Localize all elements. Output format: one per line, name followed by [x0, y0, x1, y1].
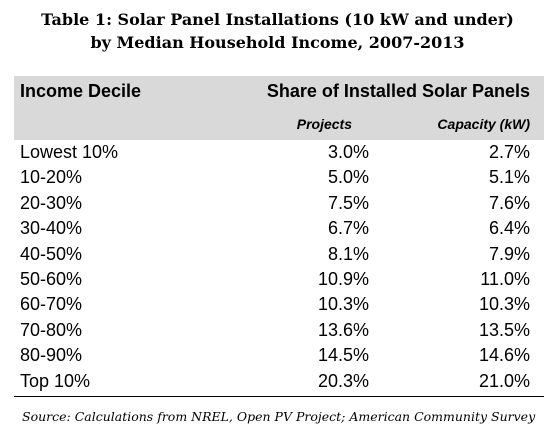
cell-income-decile: 60-70%	[20, 294, 83, 315]
table-row: 50-60% 10.9% 11.0%	[14, 267, 544, 292]
column-header-capacity: Capacity (kW)	[437, 116, 530, 132]
table-row: 10-20% 5.0% 5.1%	[14, 165, 544, 190]
cell-capacity: 14.6%	[478, 345, 530, 366]
table-bottom-rule	[14, 396, 544, 397]
cell-capacity: 21.0%	[478, 370, 530, 391]
cell-projects: 6.7%	[327, 218, 369, 239]
cell-projects: 5.0%	[327, 167, 369, 188]
cell-income-decile: 40-50%	[20, 243, 83, 264]
table-row: 20-30% 7.5% 7.6%	[14, 191, 544, 216]
cell-capacity: 11.0%	[480, 268, 530, 289]
table-title-line-2: by Median Household Income, 2007-2013	[90, 33, 465, 52]
cell-income-decile: 10-20%	[20, 167, 83, 188]
source-note: Source: Calculations from NREL, Open PV …	[22, 409, 536, 424]
column-header-projects: Projects	[296, 116, 352, 132]
cell-income-decile: 80-90%	[20, 345, 83, 366]
table-row: 80-90% 14.5% 14.6%	[14, 343, 544, 368]
cell-income-decile: 70-80%	[20, 319, 83, 340]
cell-income-decile: 30-40%	[20, 218, 83, 239]
cell-projects: 13.6%	[317, 319, 369, 340]
cell-capacity: 7.9%	[488, 243, 530, 264]
cell-projects: 8.1%	[327, 243, 369, 264]
table-row: Top 10% 20.3% 21.0%	[14, 369, 544, 394]
table-header-band	[14, 76, 544, 140]
cell-projects: 10.9%	[317, 268, 369, 289]
table-row: 40-50% 8.1% 7.9%	[14, 242, 544, 267]
table-title-line-1: Table 1: Solar Panel Installations (10 k…	[41, 10, 514, 29]
cell-capacity: 2.7%	[488, 142, 530, 162]
cell-income-decile: Top 10%	[20, 370, 91, 391]
cell-capacity: 10.3%	[478, 294, 530, 315]
table-row: 70-80% 13.6% 13.5%	[14, 318, 544, 343]
cell-projects: 10.3%	[317, 294, 369, 315]
cell-income-decile: Lowest 10%	[20, 142, 119, 162]
cell-capacity: 7.6%	[488, 192, 530, 213]
table-row: Lowest 10% 3.0% 2.7%	[14, 140, 544, 165]
table-row: 60-70% 10.3% 10.3%	[14, 292, 544, 317]
cell-projects: 7.5%	[327, 192, 369, 213]
column-header-income-decile: Income Decile	[20, 81, 142, 101]
cell-projects: 3.0%	[327, 142, 369, 162]
table-title: Table 1: Solar Panel Installations (10 k…	[0, 8, 555, 54]
cell-income-decile: 50-60%	[20, 268, 83, 289]
cell-capacity: 5.1%	[488, 167, 530, 188]
column-group-header-share: Share of Installed Solar Panels	[266, 81, 530, 101]
cell-capacity: 6.4%	[488, 218, 530, 239]
table-body: Lowest 10% 3.0% 2.7% 10-20% 5.0% 5.1% 20…	[14, 140, 544, 394]
cell-income-decile: 20-30%	[20, 192, 83, 213]
table-row: 30-40% 6.7% 6.4%	[14, 216, 544, 241]
cell-projects: 14.5%	[317, 345, 369, 366]
cell-capacity: 13.5%	[478, 319, 530, 340]
cell-projects: 20.3%	[317, 370, 369, 391]
